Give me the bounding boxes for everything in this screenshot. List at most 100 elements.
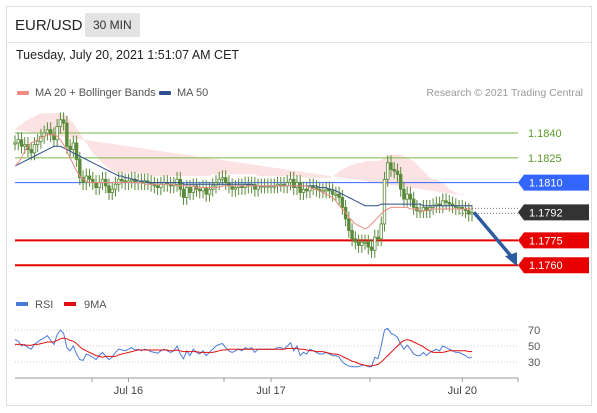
candle-body (175, 178, 179, 185)
level-tag-support (518, 232, 589, 249)
candle-body (337, 193, 341, 198)
candle-body (19, 139, 24, 147)
candle-body (376, 236, 380, 240)
candle-body (58, 119, 63, 127)
currency-pair-title: EUR/USD (15, 17, 83, 34)
candle-body (110, 188, 114, 193)
candle-body (340, 197, 345, 208)
candle-body (32, 144, 37, 154)
candle-body (78, 159, 82, 179)
research-credit: Research © 2021 Trading Central (426, 87, 583, 99)
candle-body (366, 241, 370, 248)
candle-body (71, 142, 76, 150)
candle-body (295, 182, 299, 188)
candle-body (185, 187, 189, 198)
candle-body (48, 129, 53, 136)
candle-body (301, 188, 306, 193)
candle-body (324, 188, 328, 192)
time-axis-label: Jul 17 (256, 385, 285, 397)
candle-body (117, 178, 121, 185)
candle-body (408, 193, 413, 200)
chart-timestamp: Tuesday, July 20, 2021 1:51:07 AM CET (16, 48, 240, 62)
candle-body (382, 178, 387, 225)
candle-body (402, 188, 406, 200)
candle-body (305, 188, 309, 192)
candle-body (298, 182, 302, 193)
candle-body (45, 129, 50, 134)
candle-body (386, 162, 390, 180)
chart-header: EUR/USD 30 MIN (7, 7, 591, 43)
candle-body (68, 145, 72, 150)
candle-body (120, 178, 124, 182)
level-label-support: 1.1760 (529, 260, 563, 272)
candle-body (373, 236, 377, 251)
candle-body (23, 144, 27, 147)
candle-body (330, 190, 335, 195)
candle-body (204, 187, 208, 195)
candle-body (334, 193, 338, 196)
rsi-tick-label: 30 (528, 357, 540, 369)
candle-body (113, 183, 118, 190)
candle-body (220, 177, 225, 180)
candle-body (363, 241, 367, 244)
candle-body (405, 193, 409, 200)
level-label-support: 1.1775 (529, 235, 563, 247)
candle-body (188, 187, 192, 193)
candle-body (353, 238, 358, 243)
candle-body (97, 182, 101, 188)
candle-body (256, 185, 260, 190)
legend-ma20-label: MA 20 + Bollinger Bands (35, 87, 156, 99)
ma20-swatch-icon (17, 91, 29, 96)
level-tag-support (518, 257, 589, 274)
candle-body (392, 168, 396, 172)
candle-body (84, 175, 89, 184)
candle-body (288, 178, 293, 184)
level-label-resistance: 1.1825 (528, 153, 562, 165)
candle-body (94, 182, 98, 188)
forecast-arrowhead-icon (505, 252, 517, 267)
rsi-tick-label: 50 (528, 341, 540, 353)
candle-body (198, 188, 202, 192)
candle-body (369, 246, 374, 251)
rsi-swatch-icon (16, 302, 28, 306)
candle-body (441, 200, 445, 207)
rsi-ma9-line (15, 337, 472, 367)
candle-body (55, 126, 59, 141)
candle-body (16, 139, 20, 144)
level-label-pivot: 1.1810 (529, 178, 563, 190)
ma50-line (14, 145, 472, 207)
legend-ma50-label: MA 50 (177, 87, 209, 99)
level-tag-current (518, 204, 589, 221)
ma20-line (14, 134, 472, 230)
candle-body (230, 185, 234, 190)
rsi-line (14, 327, 473, 368)
candle-body (395, 170, 400, 175)
candle-body (347, 218, 351, 231)
candle-body (29, 149, 33, 154)
candle-body (457, 206, 461, 209)
level-label-current: 1.1792 (529, 207, 563, 219)
chart-widget: EUR/USD 30 MIN Tuesday, July 20, 2021 1:… (6, 6, 592, 406)
candle-body (155, 185, 160, 188)
candle-body (35, 140, 40, 146)
candle-body (379, 223, 383, 240)
time-axis-label: Jul 16 (114, 385, 143, 397)
candle-body (279, 183, 283, 186)
candle-body (398, 173, 403, 190)
rsi-tick-label: 70 (528, 325, 540, 337)
candle-body (360, 241, 364, 246)
legend-ma20: MA 20 + Bollinger Bands (17, 87, 156, 99)
level-label-resistance: 1.1840 (528, 128, 562, 140)
rsi-ma9-legend-label: 9MA (84, 299, 107, 311)
timeframe-badge[interactable]: 30 MIN (85, 13, 140, 37)
candle-body (207, 188, 212, 195)
candle-body (356, 241, 361, 246)
bollinger-band-area (15, 113, 466, 196)
level-tag-pivot (518, 174, 589, 191)
candle-body (65, 122, 69, 147)
candle-body (411, 198, 416, 208)
candle-body (87, 175, 92, 180)
forecast-arrow-line (472, 211, 514, 259)
candle-body (233, 187, 238, 190)
